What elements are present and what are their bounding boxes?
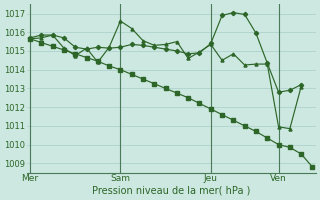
X-axis label: Pression niveau de la mer( hPa ): Pression niveau de la mer( hPa ) (92, 186, 251, 196)
